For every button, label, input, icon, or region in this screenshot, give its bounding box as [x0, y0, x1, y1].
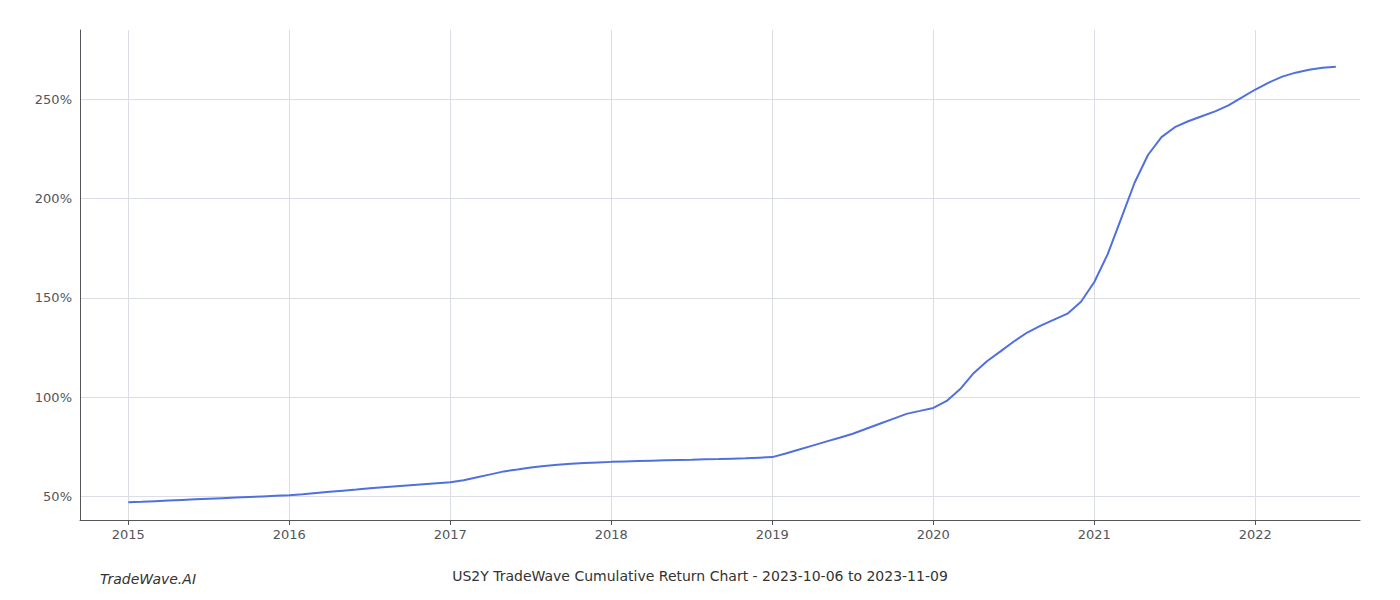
svg-text:100%: 100%: [35, 390, 72, 405]
svg-text:2021: 2021: [1078, 527, 1111, 542]
svg-text:2016: 2016: [273, 527, 306, 542]
svg-text:2022: 2022: [1239, 527, 1272, 542]
svg-text:2015: 2015: [112, 527, 145, 542]
svg-text:150%: 150%: [35, 290, 72, 305]
svg-text:2019: 2019: [756, 527, 789, 542]
svg-text:2020: 2020: [917, 527, 950, 542]
svg-text:TradeWave.AI: TradeWave.AI: [100, 571, 196, 587]
svg-text:2018: 2018: [595, 527, 628, 542]
svg-text:50%: 50%: [43, 489, 72, 504]
svg-text:250%: 250%: [35, 92, 72, 107]
svg-text:US2Y TradeWave Cumulative Retu: US2Y TradeWave Cumulative Return Chart -…: [452, 568, 948, 584]
svg-text:200%: 200%: [35, 191, 72, 206]
svg-text:2017: 2017: [434, 527, 467, 542]
